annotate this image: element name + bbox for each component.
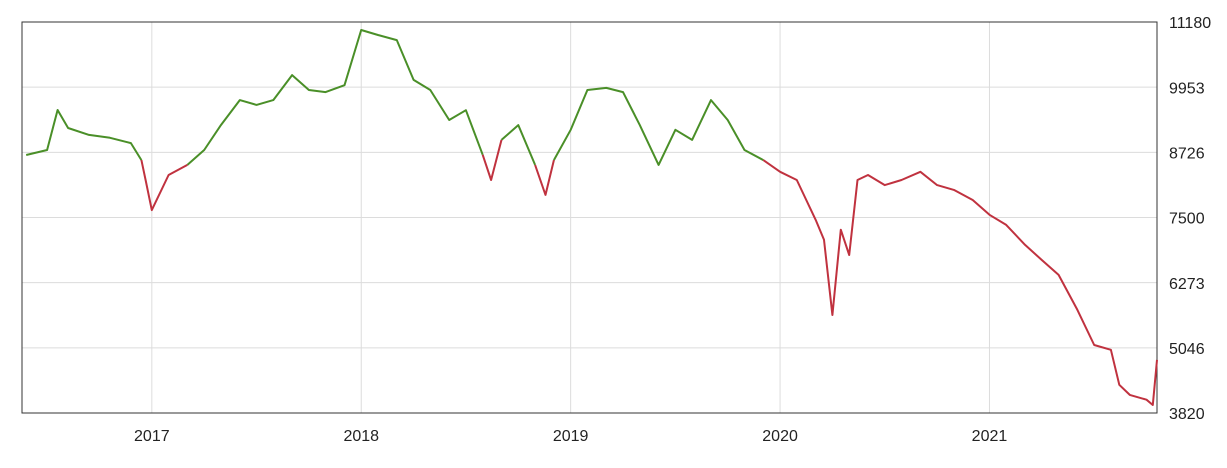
y-tick-label: 9953 bbox=[1169, 80, 1205, 97]
x-tick-label: 2019 bbox=[553, 428, 589, 445]
y-tick-label: 8726 bbox=[1169, 146, 1205, 163]
y-tick-label: 6273 bbox=[1169, 276, 1205, 293]
y-tick-label: 3820 bbox=[1169, 406, 1205, 423]
y-tick-label: 5046 bbox=[1169, 341, 1205, 358]
price-line bbox=[140, 139, 1158, 406]
plot-frame bbox=[21, 21, 1158, 414]
y-tick-label: 7500 bbox=[1169, 211, 1205, 228]
price-line bbox=[25, 29, 764, 166]
x-tick-label: 2021 bbox=[972, 428, 1008, 445]
y-tick-label: 11180 bbox=[1169, 15, 1211, 32]
x-tick-label: 2017 bbox=[134, 428, 170, 445]
x-tick-label: 2020 bbox=[762, 428, 798, 445]
x-tick-label: 2018 bbox=[343, 428, 379, 445]
